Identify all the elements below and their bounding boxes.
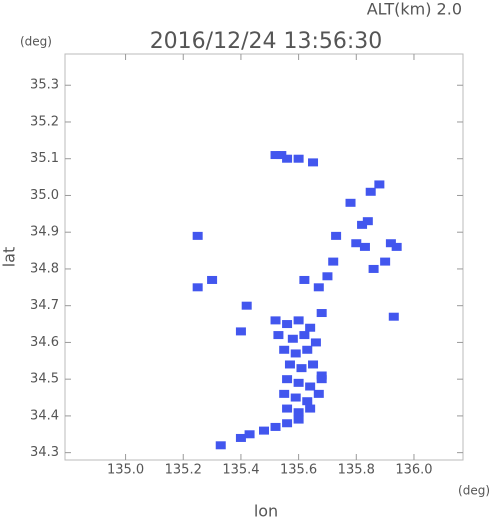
echo-cell (207, 275, 218, 284)
echo-cell (357, 220, 368, 229)
echo-cell (287, 334, 298, 343)
x-tick-label: 136.0 (395, 463, 432, 478)
y-tick-label: 34.8 (30, 261, 59, 276)
echo-cell (299, 331, 310, 340)
echo-cell (244, 430, 255, 439)
y-tick-label: 34.3 (30, 445, 59, 460)
echo-cell (241, 301, 252, 310)
y-tick-label: 35.3 (30, 78, 59, 93)
echo-cell (279, 389, 290, 398)
echo-cell (290, 393, 301, 402)
echo-cell (368, 264, 379, 273)
echo-cell (305, 382, 316, 391)
echo-cell (215, 441, 226, 450)
y-unit: (deg) (20, 35, 52, 49)
x-tick-label: 135.8 (338, 463, 375, 478)
y-tick-label: 34.6 (30, 335, 59, 350)
echo-cell (270, 151, 281, 160)
echo-cell (270, 316, 281, 325)
echo-cell (270, 422, 281, 431)
y-tick-label: 35.1 (30, 151, 59, 166)
echo-cell (293, 378, 304, 387)
echo-cell (391, 242, 402, 251)
echo-cell (316, 375, 327, 384)
chart-title: 2016/12/24 13:56:30 (150, 29, 383, 54)
y-axis-label: lat (0, 247, 19, 268)
echo-cell (282, 375, 293, 384)
echo-cell (192, 283, 203, 292)
x-tick-label: 135.4 (222, 463, 259, 478)
y-tick-label: 35.2 (30, 114, 59, 129)
echo-cell (192, 231, 203, 240)
echo-cell (299, 275, 310, 284)
echo-cell (273, 331, 284, 340)
echo-cell (322, 272, 333, 281)
echo-cell (316, 309, 327, 318)
x-axis-label: lon (254, 502, 278, 521)
echo-cell (328, 257, 339, 266)
echo-cell (293, 408, 304, 417)
echo-cell (305, 404, 316, 413)
echo-cell (282, 320, 293, 329)
echo-cell (313, 283, 324, 292)
echo-cell (345, 198, 356, 207)
echo-cell (293, 154, 304, 163)
echo-cell (235, 433, 246, 442)
altitude-label: ALT(km) 2.0 (367, 0, 462, 19)
x-tick-label: 135.6 (280, 463, 317, 478)
echo-cell (385, 239, 396, 248)
x-tick-label: 135.0 (107, 463, 144, 478)
echo-cell (305, 323, 316, 332)
echo-cell (310, 338, 321, 347)
y-tick-label: 35.0 (30, 188, 59, 203)
echo-cell (302, 345, 313, 354)
echo-cell (308, 158, 319, 167)
echo-cell (282, 419, 293, 428)
x-unit: (deg) (458, 484, 490, 498)
echo-cell (235, 327, 246, 336)
y-tick-label: 34.9 (30, 225, 59, 240)
y-tick-label: 34.5 (30, 372, 59, 387)
echo-cell (293, 415, 304, 424)
x-tick-label: 135.2 (165, 463, 202, 478)
echo-cell (365, 187, 376, 196)
echo-cell (290, 349, 301, 358)
echo-cell (279, 345, 290, 354)
echo-cell (388, 312, 399, 321)
echo-cell (293, 316, 304, 325)
echo-cell (282, 154, 293, 163)
plot-frame (64, 53, 464, 461)
echo-cell (331, 231, 342, 240)
echo-cell (351, 239, 362, 248)
echo-cell (302, 397, 313, 406)
echo-cell (380, 257, 391, 266)
echo-cell (296, 364, 307, 373)
echo-cell (374, 180, 385, 189)
echo-cell (308, 360, 319, 369)
echo-cell (359, 242, 370, 251)
echo-cell (259, 426, 269, 435)
echo-cell (282, 404, 293, 413)
echo-cell (284, 360, 295, 369)
y-tick-label: 34.4 (30, 408, 59, 423)
echo-cell (313, 389, 324, 398)
echo-cell (362, 217, 373, 226)
y-tick-label: 34.7 (30, 298, 59, 313)
echo-cell (276, 151, 287, 160)
